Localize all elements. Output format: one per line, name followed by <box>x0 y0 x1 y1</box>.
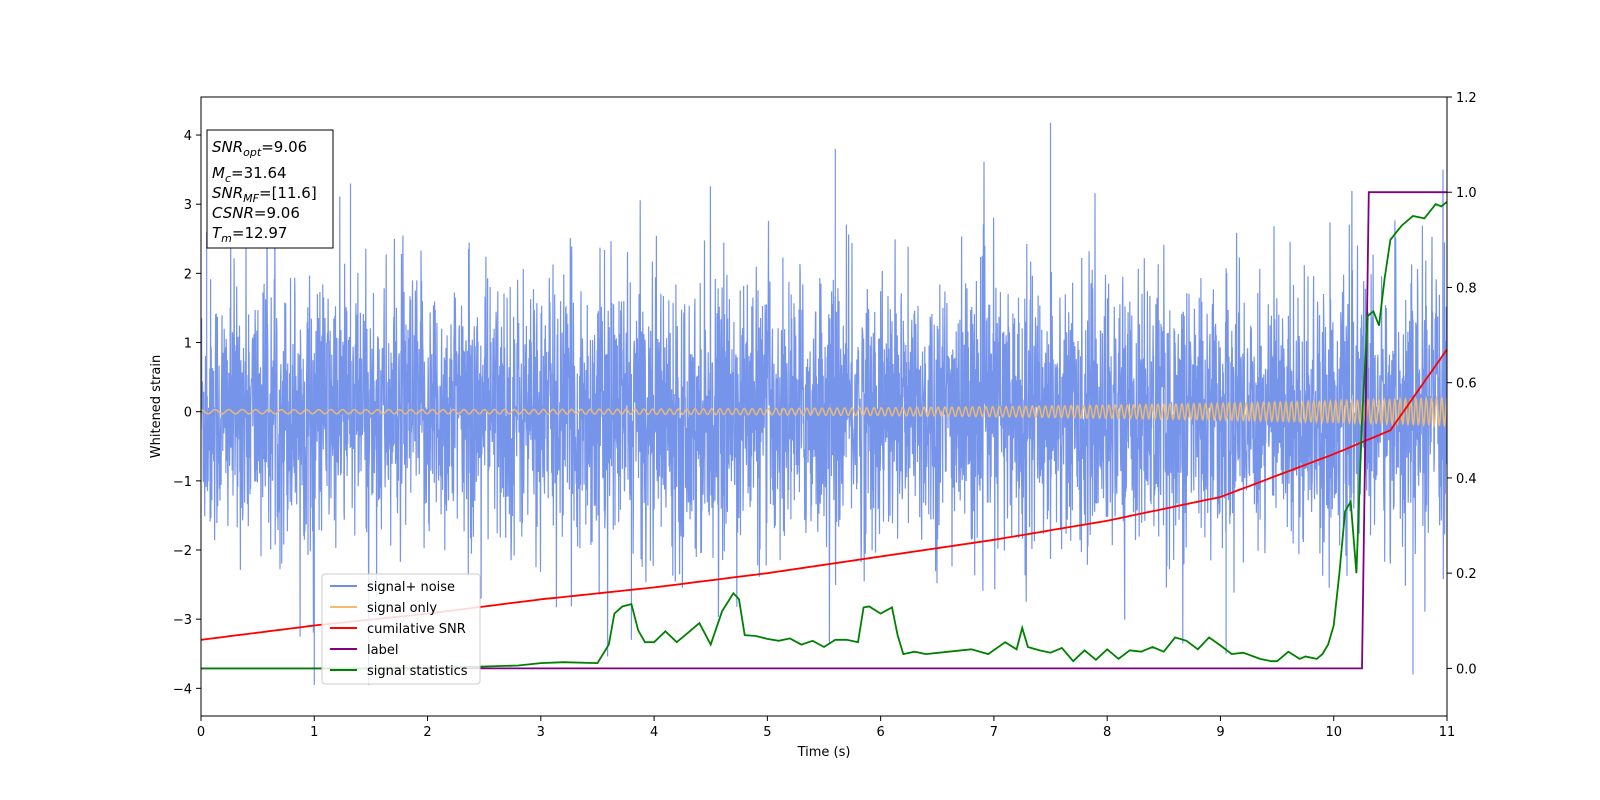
x-axis-label: Time (s) <box>797 745 851 760</box>
y-tick-label: 3 <box>184 198 192 213</box>
snr-opt-symbol: SNR <box>212 138 243 156</box>
snr-opt-value: =9.06 <box>261 138 307 156</box>
axes-frame <box>200 96 1448 717</box>
x-tick-label: 8 <box>1103 725 1111 740</box>
parameters-box-frame <box>206 129 334 249</box>
y2-tick-label: 0.0 <box>1456 662 1477 677</box>
y-tick-label: 1 <box>184 337 192 352</box>
y2-tick-label: 1.0 <box>1456 186 1477 201</box>
plot-area <box>201 122 1447 685</box>
parameters-box: SNRopt=9.06 Mc=31.64 SNRMF=[11.6] CSNR=9… <box>206 129 334 249</box>
x-tick-label: 4 <box>650 725 658 740</box>
y-tick-label: −3 <box>173 613 192 628</box>
x-tick-label: 9 <box>1216 725 1224 740</box>
y2-tick-label: 1.2 <box>1456 91 1477 106</box>
snr-mf-text: SNRMF=[11.6] <box>212 184 317 205</box>
series-signal-noise <box>201 122 1447 685</box>
csnr-text: CSNR=9.06 <box>212 204 300 222</box>
mc-symbol: M <box>212 164 225 182</box>
legend-label: signal+ noise <box>367 580 455 595</box>
y-tick-label: −2 <box>173 544 192 559</box>
legend: signal+ noise signal only cumilative SNR la… <box>321 573 481 685</box>
legend-entries: signal+ noise signal only cumilative SNR la… <box>330 580 468 679</box>
x-tick-label: 0 <box>197 725 205 740</box>
ticks: 0 1 2 3 4 5 6 7 8 9 10 11 −4 −3 −2 −1 0 1 2 3 4 0.0 0.2 0.4 0.6 0… <box>173 91 1477 740</box>
legend-label: signal only <box>367 601 437 616</box>
x-tick-label: 5 <box>763 725 771 740</box>
y2-tick-label: 0.4 <box>1456 472 1477 487</box>
mc-text: Mc=31.64 <box>212 164 287 185</box>
tm-value: =12.97 <box>232 224 288 242</box>
y-tick-label: 0 <box>184 406 192 421</box>
x-tick-label: 3 <box>537 725 545 740</box>
x-tick-label: 6 <box>876 725 884 740</box>
snr-mf-subscript: MF <box>243 192 259 205</box>
y-tick-label: −4 <box>173 682 192 697</box>
y-tick-label: −1 <box>173 475 192 490</box>
series-signal-only <box>201 395 1447 429</box>
snr-opt-text: SNRopt=9.06 <box>212 138 307 159</box>
y-axis-label: Whitened strain <box>149 355 164 458</box>
y2-tick-label: 0.6 <box>1456 377 1477 392</box>
mc-subscript: c <box>225 172 231 185</box>
tm-subscript: m <box>221 232 232 245</box>
snr-mf-value: =[11.6] <box>259 184 317 202</box>
y2-tick-label: 0.8 <box>1456 281 1477 296</box>
x-tick-label: 2 <box>423 725 431 740</box>
mc-value: =31.64 <box>231 164 287 182</box>
legend-label: cumilative SNR <box>367 622 466 637</box>
x-tick-label: 1 <box>310 725 318 740</box>
legend-frame <box>321 573 481 685</box>
tm-symbol: T <box>212 224 223 242</box>
x-tick-label: 11 <box>1439 725 1456 740</box>
snr-opt-subscript: opt <box>243 146 262 159</box>
legend-label: label <box>367 643 398 658</box>
y-tick-label: 4 <box>184 129 192 144</box>
x-tick-label: 7 <box>990 725 998 740</box>
y2-tick-label: 0.2 <box>1456 567 1477 582</box>
y-tick-label: 2 <box>184 267 192 282</box>
series-label <box>201 191 1447 670</box>
csnr-symbol: CSNR <box>212 204 254 222</box>
tm-text: Tm=12.97 <box>212 224 287 245</box>
legend-label: signal statistics <box>367 664 468 679</box>
series-signal-statistics <box>201 201 1447 670</box>
x-tick-label: 10 <box>1325 725 1342 740</box>
snr-mf-symbol: SNR <box>212 184 243 202</box>
csnr-value: =9.06 <box>254 204 300 222</box>
